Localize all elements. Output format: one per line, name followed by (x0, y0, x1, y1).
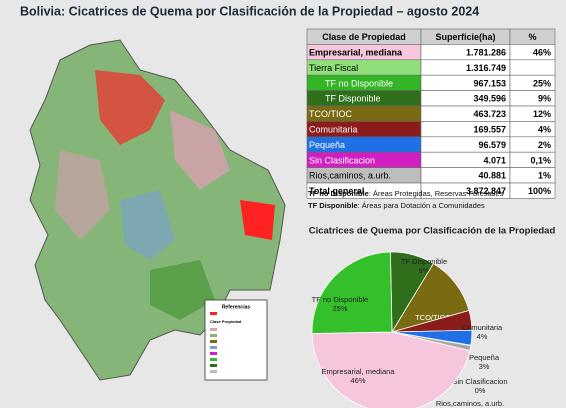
slice-label: Pequeña (469, 353, 500, 362)
cell-text: Sin Clasificacion (309, 155, 375, 165)
cell-text: 46% (533, 47, 551, 57)
map-legend-subtitle: Clase Propiedad (210, 319, 242, 324)
pie-chart: TF Disponible9%TCO/TIOC12%Comunitaria4%P… (311, 251, 508, 408)
slice-label: TCO/TIOC (415, 313, 451, 322)
cell-text: 100% (528, 186, 551, 196)
pie-slice (391, 263, 470, 333)
cell-text: Empresarial, mediana (309, 47, 403, 57)
note: TF no Disponible: Áreas Protegidas, Rese… (308, 189, 504, 198)
header-text: Clase de Propiedad (322, 32, 406, 42)
slice-label: Empresarial, mediana (322, 367, 396, 376)
cell (509, 59, 556, 76)
cell-text: 463.723 (473, 109, 506, 119)
slice-label: TF no Disponible (312, 295, 369, 304)
note-text: : Áreas Protegidas, Reservas Forestales (369, 189, 504, 198)
cell-text: Comunitaria (309, 124, 358, 134)
cell-text: 12% (533, 109, 551, 119)
cell-text: Pequeña (309, 140, 345, 150)
table: Clase de Propiedad Superficie(ha) % Empresa… (306, 28, 556, 199)
slice-value: 46% (350, 376, 365, 385)
slice-label: TF Disponible (401, 257, 447, 266)
cell-text: 2% (538, 140, 551, 150)
pie-slice (311, 331, 471, 408)
cell-text: 3.872.847 (466, 186, 506, 196)
slice-value: 9% (419, 266, 430, 275)
note: TF Disponible: Áreas para Dotación a Com… (308, 201, 485, 210)
cell-text: TF Disponible (325, 94, 381, 104)
note-term: TF Disponible (308, 201, 358, 210)
cell-text: 25% (533, 78, 551, 88)
slide-title: Bolivia: Cicatrices de Quema por Clasifi… (20, 4, 479, 18)
map: Referencias Clase Propiedad (29, 39, 286, 381)
slice-value: 3% (479, 362, 490, 371)
pie-slice (311, 251, 393, 334)
note-text: : Áreas para Dotación a Comunidades (358, 201, 485, 210)
cell-text: Rios,caminos, a.urb. (309, 171, 391, 181)
slice-value: 0% (475, 386, 486, 395)
cell-text: Tierra Fiscal (309, 63, 358, 73)
slice-value: 25% (332, 304, 347, 313)
cell-text: Total general (309, 186, 364, 196)
header-text: Superficie(ha) (435, 32, 495, 42)
cell-text: TCO/TIOC (309, 109, 352, 119)
cell-text: 169.557 (473, 124, 506, 134)
cell-text: 96.579 (478, 140, 506, 150)
map-legend-title: Referencias (222, 304, 251, 310)
slice-label: Sin Clasificacion (452, 377, 507, 386)
cell-text: 349.596 (473, 94, 506, 104)
pie-title: Cicatrices de Quema por Clasificación de… (309, 226, 556, 237)
slice-label: Comunitaria (462, 323, 503, 332)
slice-label: Rios,caminos, a.urb. (436, 399, 504, 408)
cell-text: 4% (538, 124, 551, 134)
cell-text: 9% (538, 94, 551, 104)
cell-text: 4.071 (483, 155, 506, 165)
cell (509, 182, 556, 199)
slice-value: 4% (477, 332, 488, 341)
cell-text: 1% (538, 171, 551, 181)
note-term: TF no Disponible (308, 189, 369, 198)
notes: TF no Disponible: Áreas Protegidas, Rese… (308, 189, 504, 210)
cell-text: 0,1% (530, 155, 551, 165)
header-text: % (528, 32, 536, 42)
cell-text: 1.316.749 (466, 63, 506, 73)
cell-text: TF no Disponible (325, 78, 393, 88)
cell-text: 40.881 (478, 171, 506, 181)
cell-text: 1.781.286 (466, 47, 506, 57)
cell-text: 967.153 (473, 78, 506, 88)
